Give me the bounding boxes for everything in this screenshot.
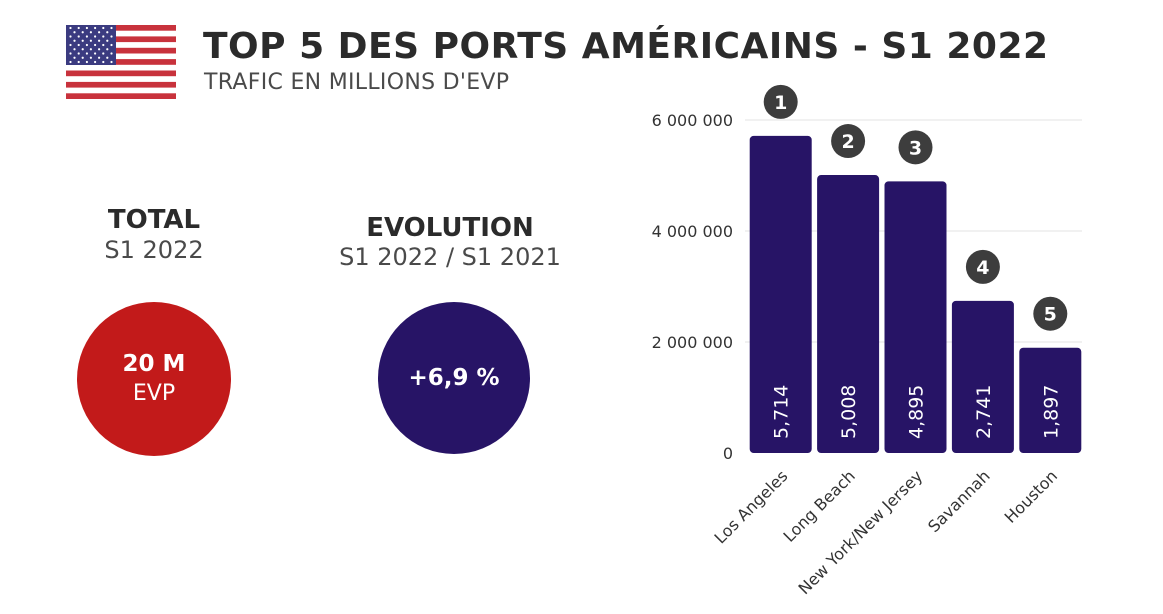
evolution-label: EVOLUTION [366,213,534,243]
page-title: TOP 5 DES PORTS AMÉRICAINS - S1 2022 [203,26,1049,67]
rank-number: 1 [774,92,787,114]
rank-badge [965,249,1000,284]
rank-number: 3 [909,137,922,159]
x-category-label: Los Angeles [711,466,792,547]
rank-number: 5 [1044,304,1057,326]
x-category-label: New York/New Jersey [794,466,926,598]
bar [884,181,947,453]
bar [749,135,812,454]
total-circle: 20 M EVP [77,302,231,456]
rank-badge [763,84,798,119]
bar [1019,347,1082,453]
rank-badge [831,124,866,159]
page-subtitle: TRAFIC EN MILLIONS D'EVP [204,70,510,95]
bar-data-label: 5,714 [771,385,793,439]
rank-number: 4 [976,257,989,279]
x-category-label: Houston [1001,466,1061,526]
evolution-period: S1 2022 / S1 2021 [339,243,561,271]
bar-data-label: 1,897 [1040,385,1062,439]
total-value: 20 M [122,351,186,377]
bar [951,300,1014,453]
y-tick-label: 0 [723,444,733,463]
total-period: S1 2022 [104,236,204,264]
rank-badge [1033,296,1068,331]
total-unit: EVP [132,381,176,406]
total-label: TOTAL [107,205,201,235]
rank-number: 2 [841,131,854,153]
bar-data-label: 2,741 [973,385,995,439]
y-tick-label: 4 000 000 [652,222,733,241]
y-tick-label: 6 000 000 [652,111,733,130]
us-flag-icon [66,25,176,99]
x-category-label: Savannah [924,466,994,536]
bar-data-label: 5,008 [838,385,860,439]
evolution-value: +6,9 % [408,365,500,391]
rank-badge [898,130,933,165]
y-tick-label: 2 000 000 [652,333,733,352]
bar [817,175,880,453]
bar-data-label: 4,895 [906,385,928,439]
evolution-circle: +6,9 % [378,302,530,454]
